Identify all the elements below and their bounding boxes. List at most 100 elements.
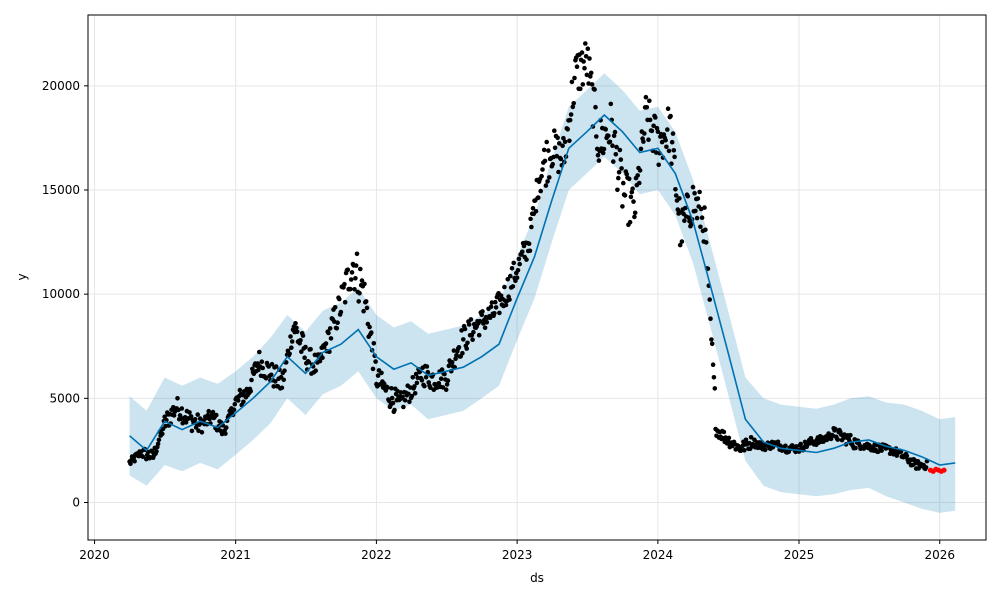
observed-point	[616, 175, 621, 181]
observed-point	[348, 277, 354, 282]
observed-point	[466, 322, 472, 327]
observed-point	[175, 396, 180, 401]
observed-point	[529, 224, 534, 230]
observed-point	[256, 367, 261, 373]
observed-point	[508, 273, 513, 279]
observed-point	[199, 430, 205, 435]
observed-point	[493, 299, 498, 305]
observed-point	[561, 135, 566, 141]
observed-point	[193, 425, 199, 430]
observed-point	[214, 412, 219, 418]
observed-point	[507, 297, 512, 302]
observed-point	[369, 330, 374, 335]
observed-point	[155, 441, 161, 447]
observed-point	[697, 189, 702, 195]
y-tick-label: 20000	[42, 79, 80, 93]
observed-point	[580, 82, 586, 87]
observed-point	[317, 358, 323, 364]
observed-point	[273, 379, 278, 384]
x-tick-label: 2021	[220, 548, 251, 562]
observed-point	[192, 417, 198, 422]
observed-point	[412, 384, 417, 389]
observed-point	[644, 105, 650, 110]
observed-point	[362, 281, 367, 287]
observed-point	[488, 304, 494, 310]
observed-point	[542, 158, 548, 164]
observed-point	[492, 311, 497, 316]
y-axis-ticks: 0 5000 10000 15000 20000	[42, 79, 88, 510]
observed-point	[594, 134, 599, 139]
observed-point	[206, 408, 211, 414]
observed-point	[562, 139, 568, 145]
observed-point	[385, 385, 390, 390]
observed-point	[282, 368, 287, 374]
observed-point	[556, 169, 561, 175]
observed-point	[294, 329, 300, 335]
observed-point	[540, 167, 545, 172]
observed-point	[179, 406, 185, 411]
observed-point	[446, 363, 452, 369]
observed-point	[401, 404, 406, 410]
observed-point	[664, 144, 669, 150]
observed-point	[635, 173, 640, 178]
observed-point	[904, 453, 910, 459]
observed-point	[332, 305, 338, 310]
observed-point	[665, 127, 670, 132]
y-tick-label: 15000	[42, 183, 80, 197]
observed-point	[798, 441, 803, 447]
observed-point	[707, 297, 712, 302]
observed-point	[514, 275, 520, 281]
observed-point	[642, 131, 647, 136]
observed-point	[570, 104, 576, 110]
observed-point	[794, 444, 799, 449]
observed-point	[300, 333, 306, 338]
observed-point	[248, 388, 253, 394]
observed-point	[586, 81, 591, 86]
observed-point	[259, 359, 265, 365]
x-tick-label: 2020	[79, 548, 110, 562]
observed-point	[156, 437, 162, 443]
observed-point	[682, 218, 687, 223]
observed-point	[359, 278, 365, 283]
observed-point	[641, 139, 646, 144]
observed-point	[419, 378, 425, 383]
observed-point	[572, 75, 577, 81]
observed-point	[345, 267, 351, 273]
observed-point	[677, 196, 682, 201]
observed-point	[342, 281, 347, 287]
observed-point	[587, 56, 592, 61]
observed-point	[517, 261, 522, 267]
observed-point	[210, 409, 216, 415]
observed-point	[569, 79, 575, 85]
observed-point	[663, 137, 668, 143]
observed-point	[520, 249, 525, 255]
observed-point	[646, 137, 651, 142]
observed-point	[353, 276, 358, 281]
observed-point	[160, 431, 165, 437]
observed-point	[848, 432, 853, 438]
observed-point	[511, 260, 516, 266]
observed-point	[303, 344, 308, 350]
observed-point	[589, 82, 595, 87]
observed-point	[398, 390, 404, 395]
observed-point	[407, 399, 412, 405]
observed-point	[651, 123, 656, 129]
observed-point	[668, 113, 673, 119]
observed-point	[257, 349, 262, 355]
observed-point	[461, 337, 466, 342]
observed-point	[367, 324, 372, 330]
observed-point	[237, 387, 243, 393]
observed-point	[568, 112, 574, 117]
observed-point	[462, 326, 468, 332]
observed-point	[536, 195, 541, 200]
observed-point	[328, 336, 334, 341]
observed-point	[422, 383, 427, 389]
observed-point	[613, 152, 619, 157]
observed-point	[583, 41, 588, 46]
observed-point	[835, 437, 841, 442]
observed-point	[409, 393, 415, 399]
observed-point	[515, 268, 521, 273]
observed-point	[287, 351, 292, 357]
observed-point	[879, 448, 884, 453]
observed-point	[454, 353, 459, 358]
